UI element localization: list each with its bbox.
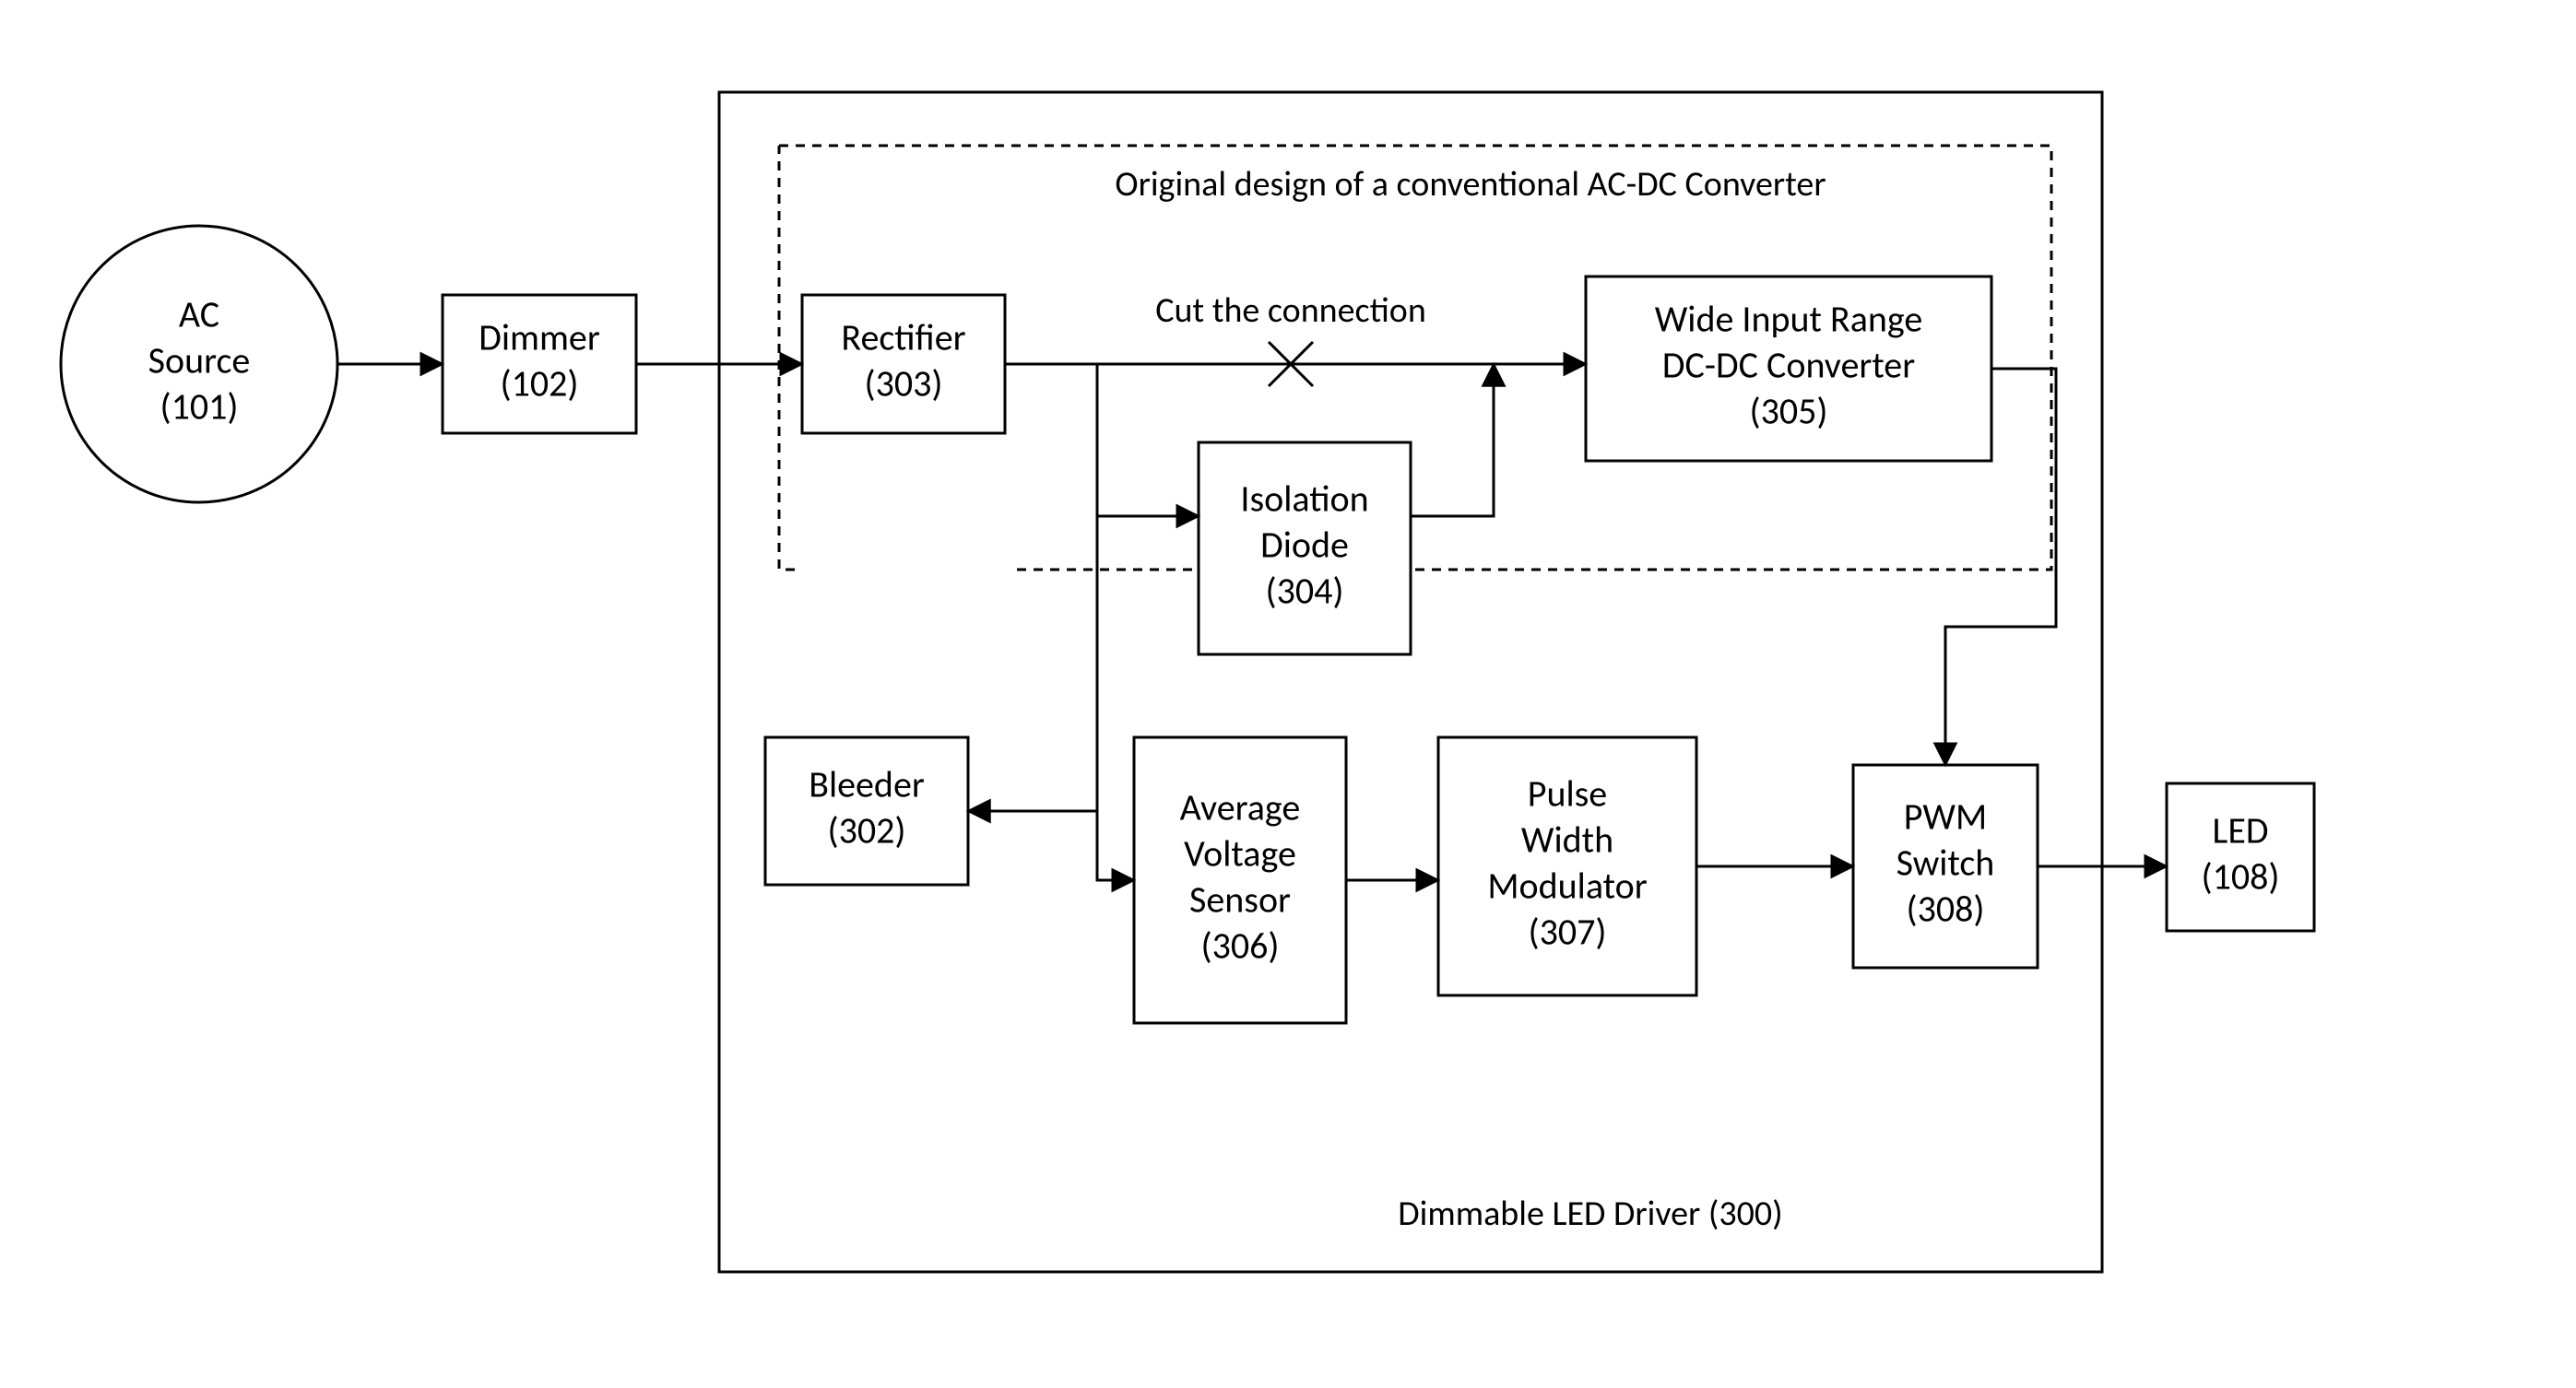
converter-title: Original design of a conventional AC-DC …	[1115, 163, 1826, 206]
label-bleeder: (302)	[827, 808, 905, 853]
label-rectifier: (303)	[864, 361, 942, 406]
label-led: LED	[2213, 808, 2269, 853]
label-avs: Voltage	[1184, 831, 1296, 876]
driver-label: Dimmable LED Driver (300)	[1398, 1193, 1782, 1235]
label-dimmer: (102)	[500, 361, 578, 406]
label-dcdc: Wide Input Range	[1655, 297, 1923, 342]
label-dcdc: (305)	[1749, 389, 1827, 434]
label-pwm_mod: Width	[1521, 818, 1613, 863]
label-ac_source: AC	[179, 292, 219, 337]
label-pwm_mod: Pulse	[1528, 771, 1607, 817]
block-diagram: ACSource(101) Dimmer(102) Rectifier(303) Is…	[0, 0, 2576, 1388]
driver-region	[719, 92, 2102, 1272]
label-pwm_sw: Switch	[1897, 841, 1995, 886]
label-pwm_mod: Modulator	[1487, 864, 1647, 909]
label-bleeder: Bleeder	[809, 762, 925, 807]
label-dcdc: DC-DC Converter	[1662, 343, 1915, 388]
label-led: (108)	[2201, 854, 2279, 900]
label-iso_diode: Diode	[1260, 523, 1349, 568]
label-iso_diode: (304)	[1265, 569, 1343, 614]
label-pwm_mod: (307)	[1528, 910, 1606, 955]
label-avs: Average	[1180, 785, 1301, 830]
label-ac_source: (101)	[160, 384, 238, 429]
label-rectifier: Rectifier	[841, 315, 965, 360]
label-dimmer: Dimmer	[479, 315, 600, 360]
label-avs: Sensor	[1189, 877, 1291, 923]
label-avs: (306)	[1200, 923, 1279, 969]
label-ac_source: Source	[148, 338, 251, 383]
label-iso_diode: Isolation	[1240, 476, 1368, 522]
label-pwm_sw: (308)	[1906, 887, 1984, 932]
label-pwm_sw: PWM	[1904, 794, 1987, 840]
cut-label: Cut the connection	[1155, 289, 1426, 332]
